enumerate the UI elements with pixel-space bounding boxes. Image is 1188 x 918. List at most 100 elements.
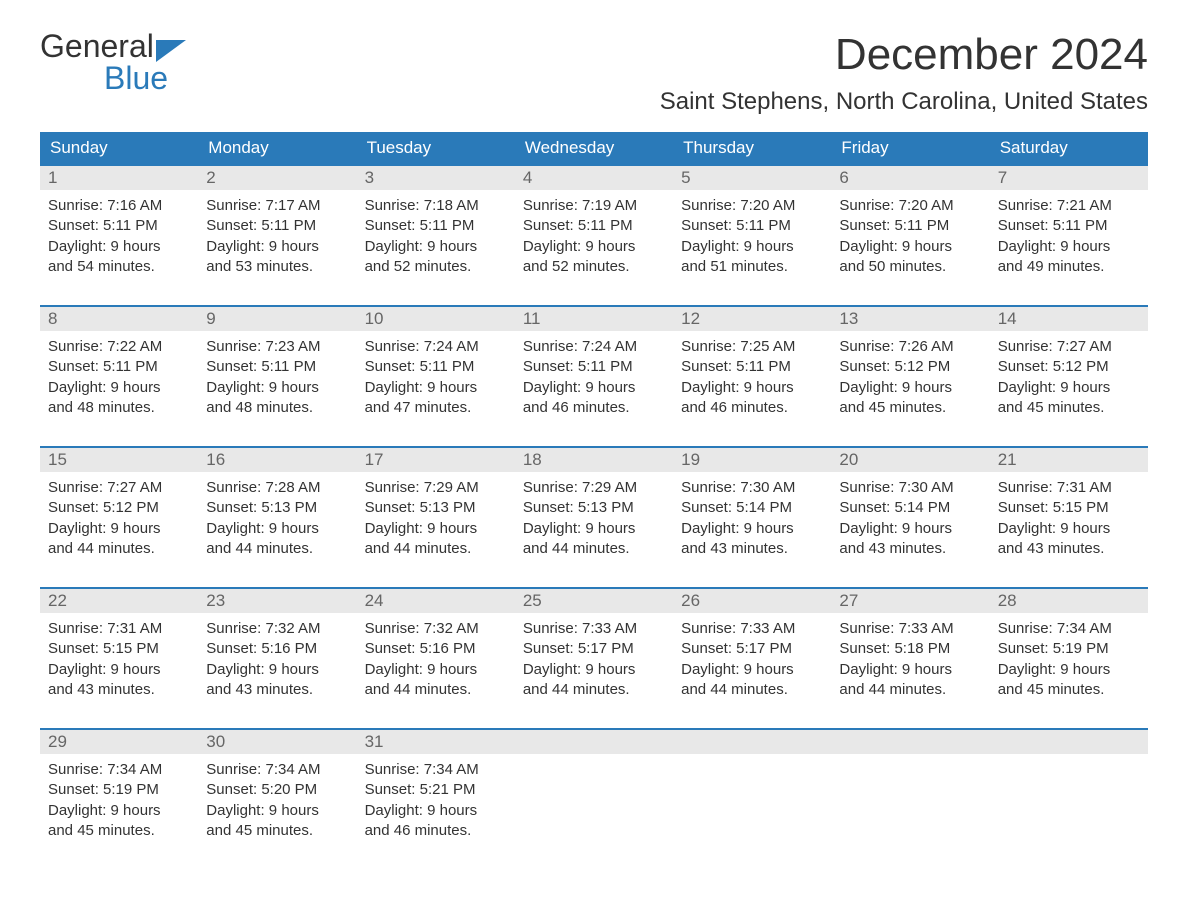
day-content: Sunrise: 7:34 AMSunset: 5:20 PMDaylight:…: [198, 754, 356, 851]
day-d1: Daylight: 9 hours: [206, 237, 348, 257]
week-row: 1Sunrise: 7:16 AMSunset: 5:11 PMDaylight…: [40, 164, 1148, 287]
day-content: Sunrise: 7:19 AMSunset: 5:11 PMDaylight:…: [515, 190, 673, 287]
weekday-header: Wednesday: [515, 132, 673, 164]
day-d2: and 49 minutes.: [998, 257, 1140, 277]
day-number: 28: [990, 589, 1148, 613]
day-sunrise: Sunrise: 7:18 AM: [365, 196, 507, 216]
day-content: Sunrise: 7:34 AMSunset: 5:19 PMDaylight:…: [40, 754, 198, 851]
page-title: December 2024: [660, 30, 1148, 80]
day-d1: Daylight: 9 hours: [48, 801, 190, 821]
day-sunset: Sunset: 5:12 PM: [48, 498, 190, 518]
day-cell: [515, 730, 673, 851]
day-d2: and 43 minutes.: [48, 680, 190, 700]
day-sunrise: Sunrise: 7:34 AM: [206, 760, 348, 780]
day-d1: Daylight: 9 hours: [839, 660, 981, 680]
day-d1: Daylight: 9 hours: [365, 801, 507, 821]
day-sunset: Sunset: 5:11 PM: [365, 216, 507, 236]
day-cell: 29Sunrise: 7:34 AMSunset: 5:19 PMDayligh…: [40, 730, 198, 851]
day-cell: [831, 730, 989, 851]
day-cell: 14Sunrise: 7:27 AMSunset: 5:12 PMDayligh…: [990, 307, 1148, 428]
day-number: 22: [40, 589, 198, 613]
day-content: Sunrise: 7:20 AMSunset: 5:11 PMDaylight:…: [673, 190, 831, 287]
day-d2: and 52 minutes.: [523, 257, 665, 277]
day-d2: and 48 minutes.: [48, 398, 190, 418]
day-sunrise: Sunrise: 7:32 AM: [206, 619, 348, 639]
day-number: 14: [990, 307, 1148, 331]
day-cell: 31Sunrise: 7:34 AMSunset: 5:21 PMDayligh…: [357, 730, 515, 851]
weekday-header: Sunday: [40, 132, 198, 164]
day-cell: 13Sunrise: 7:26 AMSunset: 5:12 PMDayligh…: [831, 307, 989, 428]
day-cell: 17Sunrise: 7:29 AMSunset: 5:13 PMDayligh…: [357, 448, 515, 569]
day-d2: and 54 minutes.: [48, 257, 190, 277]
location-subtitle: Saint Stephens, North Carolina, United S…: [660, 88, 1148, 116]
day-sunrise: Sunrise: 7:28 AM: [206, 478, 348, 498]
day-number: 24: [357, 589, 515, 613]
day-sunrise: Sunrise: 7:30 AM: [839, 478, 981, 498]
day-number: 10: [357, 307, 515, 331]
day-d2: and 45 minutes.: [839, 398, 981, 418]
day-number: 15: [40, 448, 198, 472]
day-cell: 3Sunrise: 7:18 AMSunset: 5:11 PMDaylight…: [357, 166, 515, 287]
day-cell: 5Sunrise: 7:20 AMSunset: 5:11 PMDaylight…: [673, 166, 831, 287]
day-d1: Daylight: 9 hours: [839, 519, 981, 539]
day-sunrise: Sunrise: 7:32 AM: [365, 619, 507, 639]
day-sunset: Sunset: 5:19 PM: [998, 639, 1140, 659]
day-d2: and 45 minutes.: [998, 680, 1140, 700]
day-sunrise: Sunrise: 7:34 AM: [48, 760, 190, 780]
day-cell: 27Sunrise: 7:33 AMSunset: 5:18 PMDayligh…: [831, 589, 989, 710]
day-sunset: Sunset: 5:11 PM: [365, 357, 507, 377]
day-number-empty: [831, 730, 989, 754]
day-d1: Daylight: 9 hours: [206, 519, 348, 539]
day-cell: 10Sunrise: 7:24 AMSunset: 5:11 PMDayligh…: [357, 307, 515, 428]
day-sunset: Sunset: 5:11 PM: [48, 357, 190, 377]
day-d2: and 44 minutes.: [206, 539, 348, 559]
day-number: 1: [40, 166, 198, 190]
day-content: Sunrise: 7:29 AMSunset: 5:13 PMDaylight:…: [357, 472, 515, 569]
day-sunset: Sunset: 5:18 PM: [839, 639, 981, 659]
day-d2: and 53 minutes.: [206, 257, 348, 277]
day-cell: 2Sunrise: 7:17 AMSunset: 5:11 PMDaylight…: [198, 166, 356, 287]
day-sunset: Sunset: 5:11 PM: [206, 216, 348, 236]
day-content: Sunrise: 7:34 AMSunset: 5:21 PMDaylight:…: [357, 754, 515, 851]
day-content: Sunrise: 7:24 AMSunset: 5:11 PMDaylight:…: [515, 331, 673, 428]
day-number: 2: [198, 166, 356, 190]
day-d2: and 47 minutes.: [365, 398, 507, 418]
day-content: Sunrise: 7:32 AMSunset: 5:16 PMDaylight:…: [198, 613, 356, 710]
day-cell: 9Sunrise: 7:23 AMSunset: 5:11 PMDaylight…: [198, 307, 356, 428]
day-sunset: Sunset: 5:13 PM: [523, 498, 665, 518]
day-content: Sunrise: 7:32 AMSunset: 5:16 PMDaylight:…: [357, 613, 515, 710]
day-cell: 28Sunrise: 7:34 AMSunset: 5:19 PMDayligh…: [990, 589, 1148, 710]
day-sunrise: Sunrise: 7:27 AM: [998, 337, 1140, 357]
day-sunset: Sunset: 5:17 PM: [523, 639, 665, 659]
day-sunset: Sunset: 5:11 PM: [206, 357, 348, 377]
day-cell: 25Sunrise: 7:33 AMSunset: 5:17 PMDayligh…: [515, 589, 673, 710]
day-sunrise: Sunrise: 7:16 AM: [48, 196, 190, 216]
day-cell: 26Sunrise: 7:33 AMSunset: 5:17 PMDayligh…: [673, 589, 831, 710]
day-d2: and 45 minutes.: [206, 821, 348, 841]
day-content: Sunrise: 7:34 AMSunset: 5:19 PMDaylight:…: [990, 613, 1148, 710]
day-number: 16: [198, 448, 356, 472]
day-sunrise: Sunrise: 7:20 AM: [681, 196, 823, 216]
week-row: 22Sunrise: 7:31 AMSunset: 5:15 PMDayligh…: [40, 587, 1148, 710]
day-content: Sunrise: 7:22 AMSunset: 5:11 PMDaylight:…: [40, 331, 198, 428]
day-sunrise: Sunrise: 7:22 AM: [48, 337, 190, 357]
day-sunset: Sunset: 5:11 PM: [998, 216, 1140, 236]
day-sunrise: Sunrise: 7:24 AM: [365, 337, 507, 357]
weekday-header: Thursday: [673, 132, 831, 164]
day-number: 26: [673, 589, 831, 613]
day-sunset: Sunset: 5:20 PM: [206, 780, 348, 800]
day-sunrise: Sunrise: 7:20 AM: [839, 196, 981, 216]
day-sunrise: Sunrise: 7:33 AM: [523, 619, 665, 639]
week-row: 8Sunrise: 7:22 AMSunset: 5:11 PMDaylight…: [40, 305, 1148, 428]
day-d1: Daylight: 9 hours: [681, 378, 823, 398]
day-d1: Daylight: 9 hours: [48, 237, 190, 257]
day-d1: Daylight: 9 hours: [206, 801, 348, 821]
day-sunset: Sunset: 5:12 PM: [998, 357, 1140, 377]
day-d2: and 52 minutes.: [365, 257, 507, 277]
day-d2: and 50 minutes.: [839, 257, 981, 277]
day-cell: 19Sunrise: 7:30 AMSunset: 5:14 PMDayligh…: [673, 448, 831, 569]
day-number: 18: [515, 448, 673, 472]
day-cell: 20Sunrise: 7:30 AMSunset: 5:14 PMDayligh…: [831, 448, 989, 569]
day-content: Sunrise: 7:30 AMSunset: 5:14 PMDaylight:…: [673, 472, 831, 569]
day-sunrise: Sunrise: 7:24 AM: [523, 337, 665, 357]
